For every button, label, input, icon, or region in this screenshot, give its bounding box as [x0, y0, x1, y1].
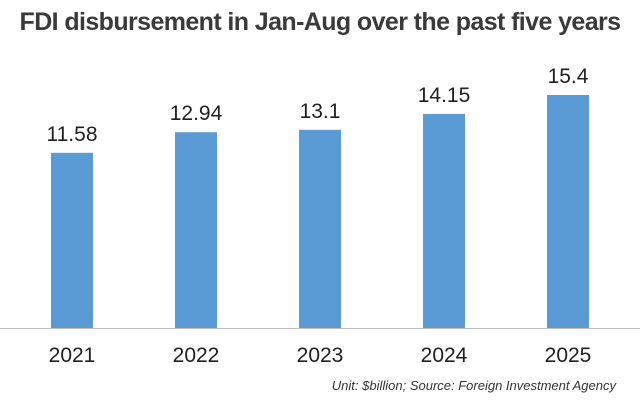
x-tick-label-2021: 2021 [49, 344, 96, 367]
data-label-2021: 11.58 [47, 123, 98, 146]
x-tick-label-2023: 2023 [297, 344, 344, 367]
data-label-2024: 14.15 [418, 84, 471, 107]
data-labels-group: 11.58 12.94 13.1 14.15 15.4 [47, 65, 589, 146]
data-label-2022: 12.94 [170, 102, 223, 125]
x-tick-labels-group: 2021 2022 2023 2024 2025 [49, 344, 592, 367]
bar-2021 [51, 152, 93, 328]
data-label-2025: 15.4 [548, 65, 589, 88]
x-tick-label-2022: 2022 [173, 344, 220, 367]
bar-2022 [175, 132, 217, 328]
data-label-2023: 13.1 [300, 100, 341, 123]
bar-2023 [299, 129, 341, 328]
bars-group [51, 95, 589, 328]
source-note: Unit: $billion; Source: Foreign Investme… [331, 378, 616, 393]
x-tick-label-2025: 2025 [545, 344, 592, 367]
chart-title: FDI disbursement in Jan-Aug over the pas… [19, 8, 622, 36]
bar-2025 [547, 95, 589, 328]
x-tick-label-2024: 2024 [421, 344, 468, 367]
bar-2024 [423, 113, 465, 328]
